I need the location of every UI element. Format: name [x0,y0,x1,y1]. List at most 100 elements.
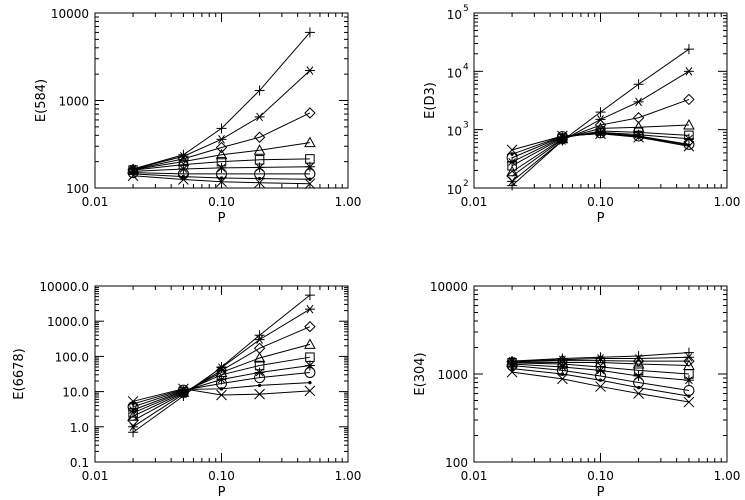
data-point [556,131,568,143]
y-tick-label: 1.0 [70,421,89,435]
data-point [633,388,644,399]
data-point [178,174,189,185]
data-point [308,380,312,385]
data-point [257,383,262,388]
series-line [133,142,310,171]
data-point [683,140,695,152]
data-point [507,358,518,369]
data-point [254,112,265,122]
data-point [257,176,262,181]
data-point [633,97,644,107]
series-line [132,70,311,170]
y-tick-label: 1000 [58,95,89,109]
y-tick-label: 100.0 [55,350,89,364]
data-point [632,357,645,369]
panel-e304: 0.01 0.10 1.00 100 1000 10000 P E(304) [413,280,740,500]
data-point [506,366,518,378]
y-tick-label: 10 [447,125,462,139]
data-point [254,85,265,96]
x-tick-label: 0.10 [587,195,614,209]
data-point [253,351,266,363]
data-point [177,153,190,165]
data-point [683,355,695,367]
data-point [254,388,265,400]
series-line [133,158,310,171]
y-tick-exponent: 2 [463,179,469,189]
data-point [304,136,316,148]
panel-e584: 0.01 0.10 1.00 100 1000 10000 P E(584) [34,7,361,226]
data-point [683,93,695,106]
data-point [304,290,315,301]
y-tick-label: 10.0 [62,386,89,400]
x-axis-title: P [597,485,605,500]
data-point [304,304,315,314]
data-point [595,107,606,118]
y-axis-title: E(584) [34,79,49,122]
data-point [304,320,316,333]
x-axis-title: P [597,211,605,226]
data-point [215,141,228,154]
data-point [308,177,312,181]
data-point [254,177,265,189]
y-tick-label: 10 [447,183,462,197]
data-point [507,180,518,191]
data-point [683,133,694,144]
data-point [633,131,644,143]
data-point [506,165,518,177]
data-point [304,178,316,190]
series-line [511,98,690,177]
data-point [510,152,514,156]
y-tick-label: 100 [445,456,468,470]
y-axis-title: E(304) [413,352,428,395]
series-line [132,343,311,417]
data-point [304,385,316,397]
series-line [132,326,311,422]
x-axis-title: P [218,211,226,226]
data-point [506,144,518,156]
data-point [595,127,606,139]
x-tick-label: 1.00 [714,195,741,209]
data-point [683,44,694,55]
data-point [253,131,266,143]
x-tick-label: 0.01 [461,469,488,483]
data-point [304,27,315,38]
data-point [595,381,606,392]
data-point [557,130,568,142]
series-line [132,382,310,405]
series-line [132,112,311,170]
x-tick-label: 0.01 [82,195,109,209]
data-point [304,338,316,349]
y-tick-label: 1000 [437,368,468,382]
data-point [128,427,139,438]
y-tick-label: 0.1 [70,456,89,470]
data-point [215,148,228,160]
series-line [511,48,690,186]
data-point [219,176,224,180]
y-tick-label: 1000.0 [47,315,89,329]
y-tick-label: 10 [447,8,462,22]
data-point [127,170,139,182]
data-point [216,123,227,134]
data-point [219,387,224,391]
x-tick-label: 1.00 [714,469,741,483]
data-point [510,366,514,371]
y-tick-label: 10000 [51,7,89,21]
data-point [253,144,266,155]
y-axis-title: E(6678) [12,348,27,399]
y-tick-exponent: 4 [463,62,469,72]
data-point [557,373,568,385]
data-point [304,107,316,119]
data-point [216,135,227,144]
data-point [683,396,695,408]
x-tick-label: 0.10 [208,469,235,483]
data-point [254,372,266,384]
data-point [595,365,606,376]
y-tick-label: 100 [66,182,89,196]
y-tick-label: 10000 [430,280,468,294]
data-point [127,167,139,179]
data-point [683,67,694,76]
data-point [595,128,606,140]
data-point [636,385,641,390]
x-tick-label: 1.00 [335,195,362,209]
